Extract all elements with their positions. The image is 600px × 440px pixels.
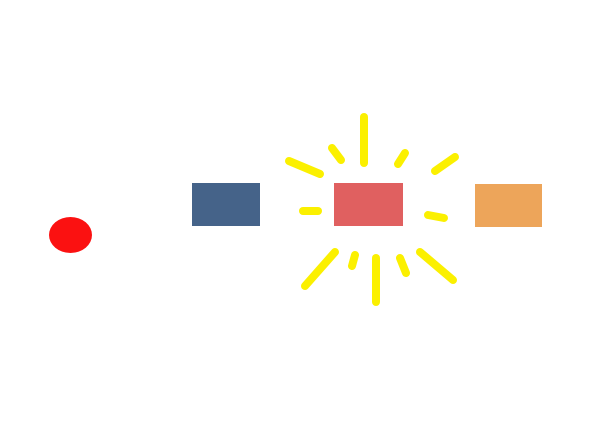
block-blue[interactable] xyxy=(192,183,260,226)
sparkle-ray xyxy=(416,248,457,284)
sparkle-ray xyxy=(394,149,409,168)
sparkle-ray xyxy=(328,144,345,164)
sparkle-ray xyxy=(285,157,324,178)
block-red-highlighted[interactable] xyxy=(334,183,403,226)
sparkle-ray xyxy=(424,211,448,222)
block-orange[interactable] xyxy=(475,184,542,227)
player-ball[interactable] xyxy=(49,217,92,253)
sparkle-ray xyxy=(396,254,410,277)
sparkle-ray xyxy=(301,248,339,290)
sparkle-ray xyxy=(431,153,459,175)
sparkle-ray xyxy=(348,251,359,270)
